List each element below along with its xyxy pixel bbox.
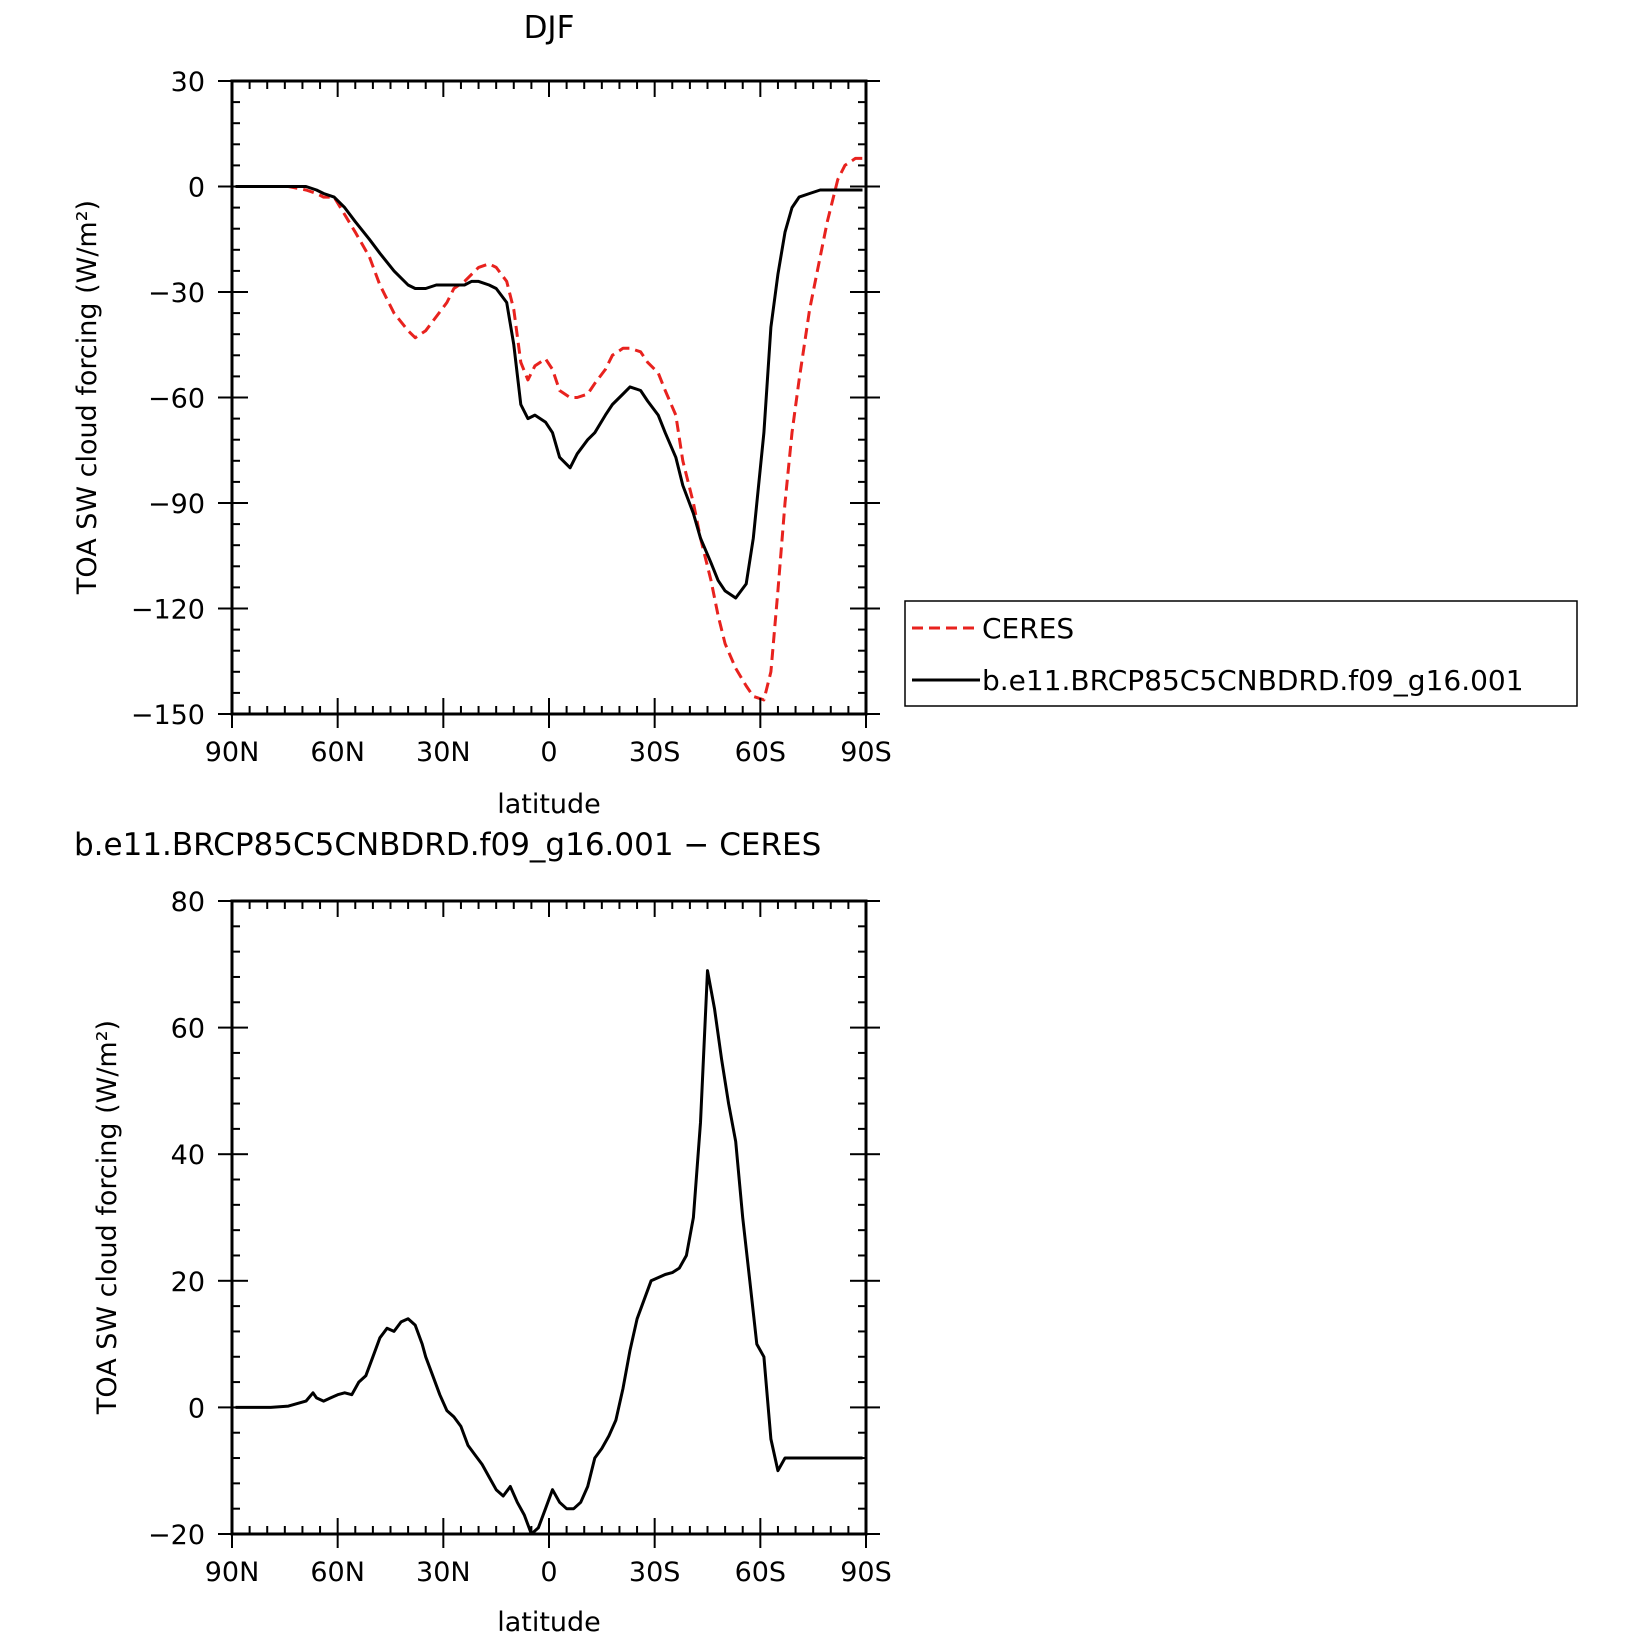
top-y-tick-label: −150	[131, 700, 205, 731]
top-y-tick-label: 0	[188, 173, 205, 204]
bottom-x-tick-label: 0	[540, 1557, 557, 1588]
top-plot-area: 90N 60N 30N 0 30S 60S 90S 30 0 −30 −60 −90 −120 −150	[131, 67, 892, 768]
bottom-y-axis-label: TOA SW cloud forcing (W/m²)	[92, 1020, 123, 1415]
top-y-axis-label: TOA SW cloud forcing (W/m²)	[72, 200, 103, 595]
top-y-tick-label: 30	[171, 67, 205, 98]
top-y-tick-label: −60	[148, 384, 205, 415]
top-x-tick-label: 30N	[416, 737, 471, 768]
bottom-series-difference-line	[235, 969, 863, 1536]
top-x-axis-label: latitude	[497, 789, 601, 820]
top-y-tick-label: −30	[148, 278, 205, 309]
top-x-tick-label: 30S	[629, 737, 681, 768]
top-y-tick-label: −120	[131, 595, 205, 626]
top-x-tick-label: 60N	[310, 737, 365, 768]
bottom-y-tick-label: 40	[171, 1140, 205, 1171]
top-series-ceres-line	[235, 156, 863, 702]
bottom-x-tick-label: 60S	[735, 1557, 787, 1588]
bottom-x-axis-label: latitude	[497, 1607, 601, 1636]
bottom-y-tick-label: −20	[148, 1520, 205, 1551]
bottom-plot-area: 90N 60N 30N 0 30S 60S 90S 80 60 40 20 0 −20	[148, 887, 892, 1588]
top-x-tick-label: 90S	[840, 737, 892, 768]
legend-model-label: b.e11.BRCP85C5CNBDRD.f09_g16.001	[982, 664, 1524, 697]
bottom-y-tick-label: 0	[188, 1393, 205, 1424]
bottom-y-tick-label: 80	[171, 887, 205, 918]
bottom-x-tick-label: 30N	[416, 1557, 471, 1588]
legend-box	[904, 600, 1578, 707]
bottom-x-tick-label: 60N	[310, 1557, 365, 1588]
bottom-x-tick-label: 30S	[629, 1557, 681, 1588]
top-y-tick-label: −90	[148, 489, 205, 520]
top-x-tick-label: 60S	[735, 737, 787, 768]
top-x-tick-label: 90N	[205, 737, 260, 768]
top-plot-title: DJF	[524, 10, 575, 46]
bottom-panel: b.e11.BRCP85C5CNBDRD.f09_g16.001 − CERES…	[74, 827, 892, 1636]
top-panel: DJF 90N 60N 30N 0 30S 60S 90S 30 0 −30 −60 −90 −120 −…	[72, 10, 1578, 820]
top-x-tick-label: 0	[540, 737, 557, 768]
legend: CERES b.e11.BRCP85C5CNBDRD.f09_g16.001	[904, 600, 1578, 707]
top-series-b-e11-brcp85c5cnbdrd-f09-g16-001-line	[235, 185, 863, 600]
bottom-plot-title: b.e11.BRCP85C5CNBDRD.f09_g16.001 − CERES	[74, 827, 821, 863]
top-plot-frame	[230, 79, 868, 716]
legend-ceres-label: CERES	[982, 612, 1074, 645]
bottom-x-tick-label: 90S	[840, 1557, 892, 1588]
bottom-y-tick-label: 60	[171, 1014, 205, 1045]
bottom-x-tick-label: 90N	[205, 1557, 260, 1588]
bottom-y-tick-label: 20	[171, 1267, 205, 1298]
